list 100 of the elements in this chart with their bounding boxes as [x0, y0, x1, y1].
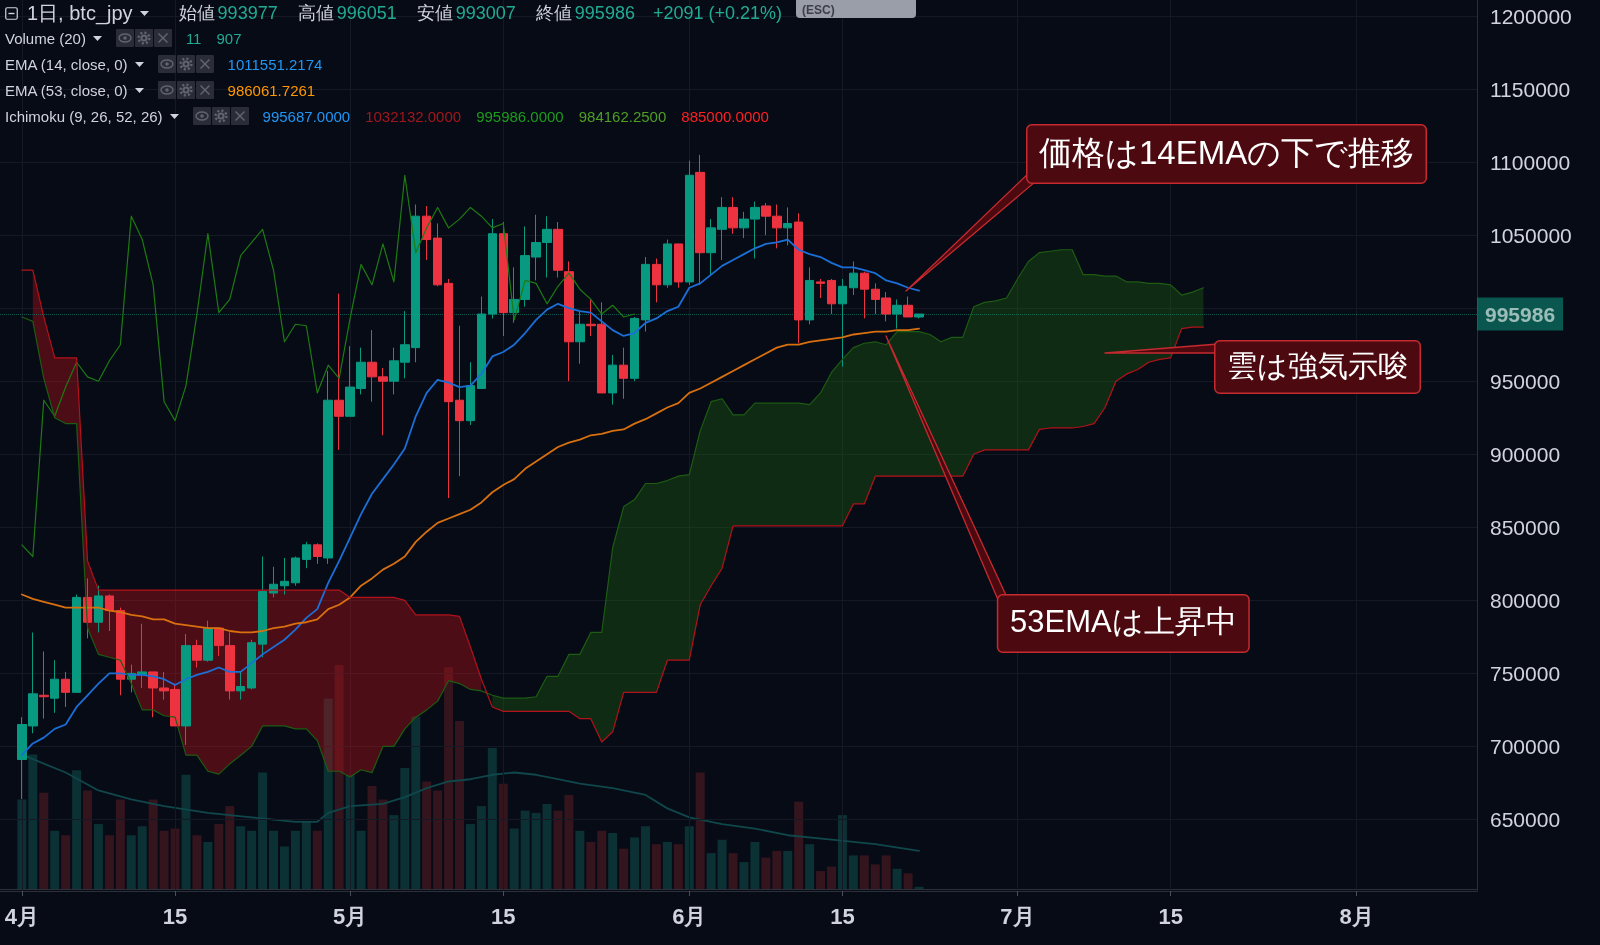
- candlestick: [488, 218, 497, 319]
- x-tick-label: 8月: [1339, 903, 1374, 929]
- candlestick: [258, 556, 267, 658]
- bar: [378, 799, 388, 889]
- bar: [258, 772, 268, 889]
- bar: [225, 806, 235, 889]
- y-tick-label: 1200000: [1490, 4, 1572, 28]
- bar: [290, 830, 300, 889]
- y-tick-label: 1100000: [1490, 150, 1571, 174]
- bar: [619, 848, 629, 889]
- candlestick: [652, 258, 661, 303]
- bar: [181, 774, 191, 889]
- y-tick-label: 800000: [1490, 588, 1561, 612]
- annotation: 11: [185, 29, 202, 47]
- annotation: EMA (14, close, 0): [5, 55, 128, 73]
- bar: [848, 855, 858, 889]
- x-tick-label: 15: [1158, 903, 1183, 929]
- candlestick: [477, 296, 486, 390]
- candlestick: [39, 650, 49, 720]
- candlestick: [630, 316, 639, 382]
- annotation: +2091 (+0.21%): [652, 2, 783, 24]
- annotation: 885000.0000: [681, 107, 769, 125]
- bar: [531, 812, 541, 889]
- bar: [422, 781, 432, 889]
- annotation: 始値: [178, 2, 215, 25]
- bar: [870, 864, 880, 889]
- annotation: 安値: [416, 2, 453, 25]
- bar: [61, 835, 71, 889]
- bar: [706, 853, 716, 889]
- candlestick: [914, 313, 924, 319]
- candlestick: [280, 557, 289, 595]
- bar: [739, 862, 749, 889]
- bar: [323, 698, 333, 889]
- bar: [597, 830, 607, 889]
- bar: [192, 835, 202, 889]
- annotation: 995687.0000: [262, 107, 351, 125]
- candlestick: [553, 221, 563, 279]
- bar: [695, 772, 705, 889]
- candlestick: [564, 260, 574, 382]
- bar: [356, 830, 366, 889]
- candlestick: [860, 271, 869, 319]
- y-tick-label: 850000: [1490, 515, 1561, 539]
- candlestick: [313, 542, 322, 565]
- ref-line-label: 995986: [1485, 302, 1556, 326]
- bar: [126, 835, 136, 889]
- candlestick: [783, 206, 792, 246]
- bar: [83, 790, 93, 889]
- candlestick: [816, 278, 825, 299]
- candlestick: [236, 671, 245, 701]
- bar: [892, 868, 902, 889]
- candlestick: [685, 160, 694, 286]
- annotation: 価格は14EMAの下で推移: [1026, 124, 1428, 184]
- candlestick: [903, 296, 913, 318]
- bar: [651, 844, 661, 889]
- y-tick-label: 1150000: [1490, 77, 1571, 101]
- y-tick-label: 700000: [1490, 734, 1561, 758]
- candlestick: [50, 659, 59, 714]
- line-series: [20, 238, 920, 757]
- candlestick: [181, 633, 191, 746]
- bar: [433, 790, 443, 889]
- annotation: 高値: [297, 2, 334, 25]
- bar: [859, 855, 869, 889]
- bar: [279, 846, 289, 889]
- bar: [400, 768, 410, 889]
- annotation: 1032132.0000: [365, 107, 462, 125]
- bar: [542, 803, 552, 889]
- bar: [553, 810, 563, 889]
- bar: [214, 824, 224, 889]
- bar: [520, 810, 530, 889]
- annotation: 993977: [217, 2, 278, 24]
- bar: [72, 770, 82, 889]
- x-tick-label: 15: [830, 903, 855, 929]
- bar: [673, 844, 683, 889]
- bar: [411, 716, 421, 889]
- bar: [881, 855, 891, 889]
- annotation: (ESC): [802, 3, 835, 17]
- bar: [903, 873, 913, 889]
- candlestick: [94, 585, 103, 633]
- x-tick-label: 6月: [672, 903, 707, 929]
- bar: [476, 806, 486, 889]
- bar: [805, 844, 815, 889]
- bar: [750, 841, 760, 889]
- bar: [28, 754, 38, 889]
- bar: [630, 837, 640, 889]
- bar: [772, 850, 782, 889]
- candlestick: [466, 361, 475, 426]
- bar: [203, 841, 213, 889]
- bar: [608, 833, 618, 889]
- candlestick: [849, 260, 858, 296]
- bar: [312, 830, 322, 889]
- annotation: 1011551.2174: [227, 55, 323, 73]
- candlestick: [663, 239, 672, 289]
- candlestick: [805, 266, 814, 325]
- candlestick: [575, 310, 585, 365]
- annotation: 996051: [336, 2, 397, 24]
- bar: [334, 665, 344, 889]
- bar: [783, 850, 793, 889]
- candlestick: [455, 325, 464, 477]
- candlestick: [247, 639, 256, 690]
- x-tick-label: 7月: [1000, 903, 1035, 929]
